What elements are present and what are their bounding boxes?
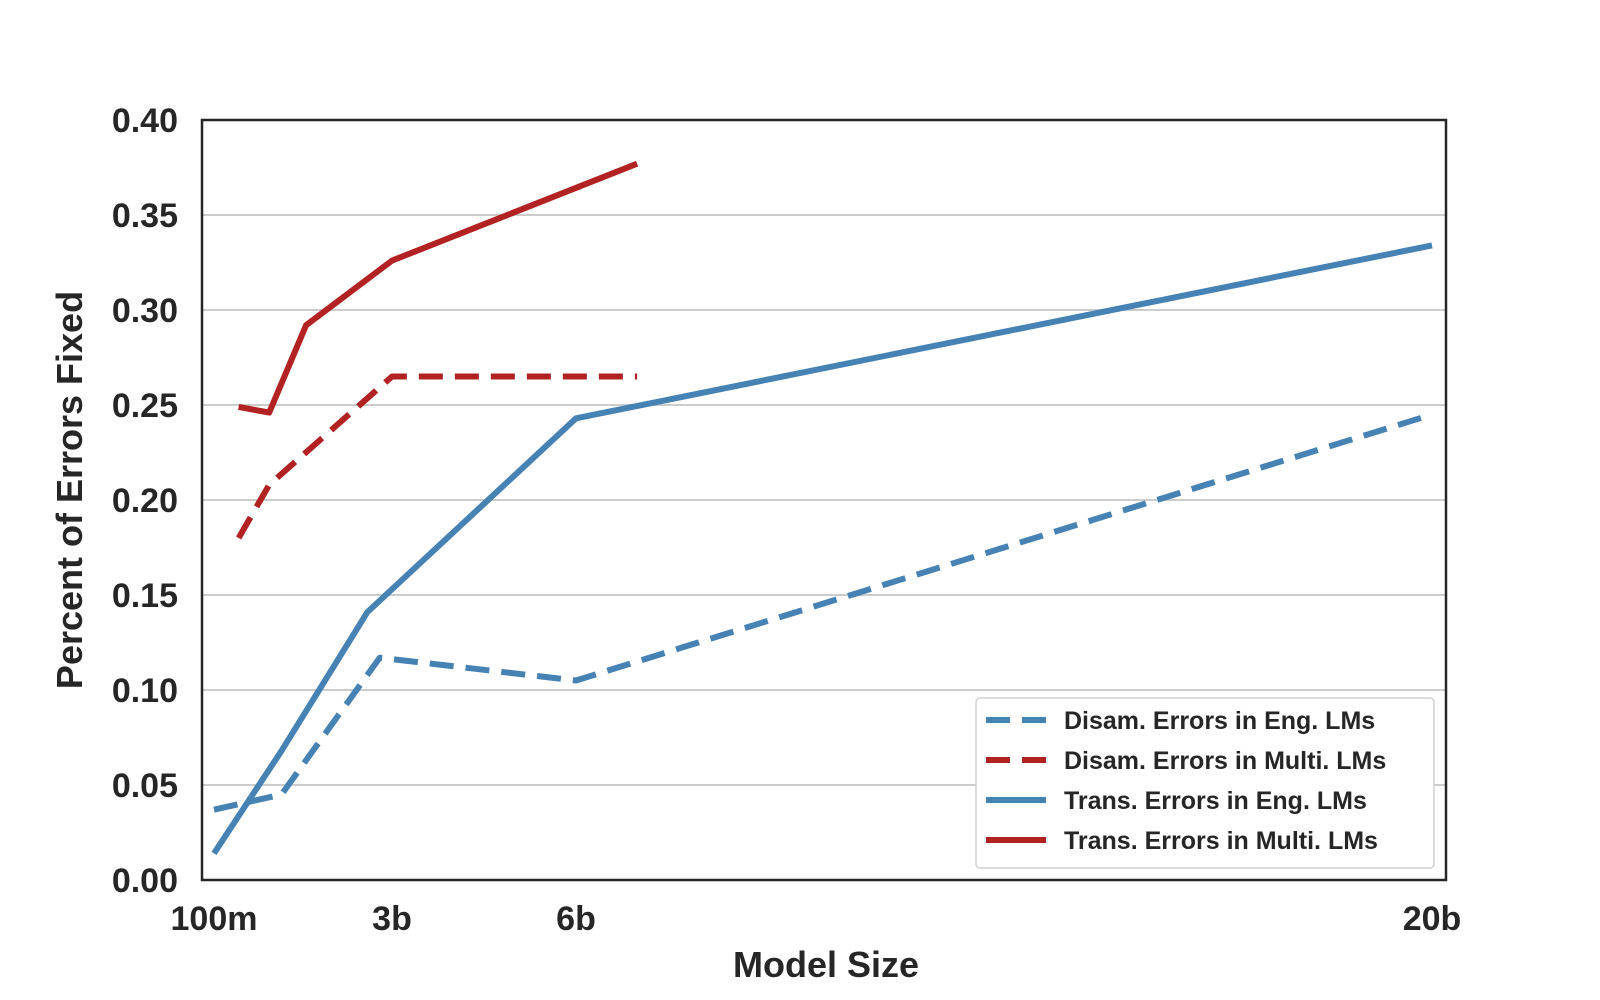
y-tick-label: 0.05 — [112, 767, 178, 805]
legend: Disam. Errors in Eng. LMs Disam. Errors i… — [975, 697, 1435, 869]
y-tick-label: 0.10 — [112, 672, 178, 710]
y-axis-title: Percent of Errors Fixed — [49, 291, 90, 689]
x-tick-label: 20b — [1403, 900, 1462, 938]
series-line-3 — [211, 242, 1433, 856]
series-line-1 — [213, 411, 1433, 813]
y-tick-label: 0.35 — [112, 197, 178, 235]
x-tick-label: 6b — [556, 900, 596, 938]
y-tick-label: 0.00 — [112, 862, 178, 900]
legend-label: Disam. Errors in Eng. LMs — [1064, 707, 1375, 735]
y-tick-label: 0.15 — [112, 577, 178, 615]
x-tick-label: 3b — [372, 900, 412, 938]
x-axis-title: Model Size — [733, 944, 919, 985]
x-tick-label: 100m — [171, 900, 258, 938]
legend-box — [975, 697, 1435, 869]
y-tick-label: 0.30 — [112, 292, 178, 330]
y-tick-label: 0.25 — [112, 387, 178, 425]
legend-label: Disam. Errors in Multi. LMs — [1064, 747, 1386, 775]
series-line-4 — [238, 160, 639, 416]
series-lines — [211, 160, 1433, 856]
plot-area-frame — [200, 118, 1448, 882]
series-line-2 — [235, 373, 638, 540]
legend-label: Trans. Errors in Eng. LMs — [1064, 787, 1367, 815]
y-axis-ticks: 0.00 0.05 0.10 0.15 0.20 0.25 0.30 0.35 0.40 — [112, 102, 178, 900]
x-axis-ticks: 100m 3b 6b 20b — [171, 900, 1462, 938]
y-tick-label: 0.20 — [112, 482, 178, 520]
y-tick-label: 0.40 — [112, 102, 178, 140]
legend-label: Trans. Errors in Multi. LMs — [1064, 827, 1378, 855]
